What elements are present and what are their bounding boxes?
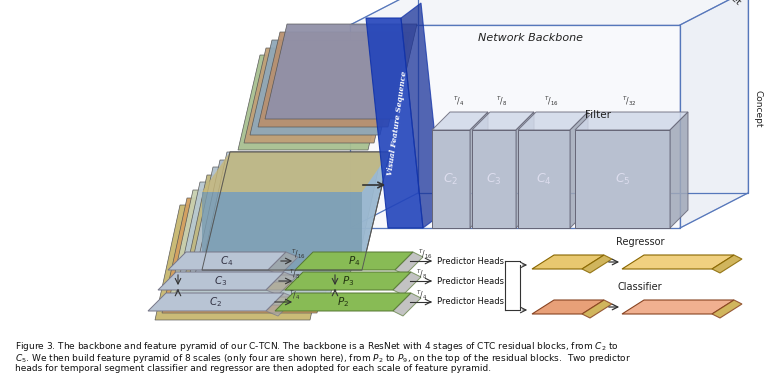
Polygon shape xyxy=(350,0,748,25)
Polygon shape xyxy=(168,190,348,305)
Polygon shape xyxy=(518,130,570,228)
Text: $^T/_{8}$: $^T/_{8}$ xyxy=(496,94,507,108)
Polygon shape xyxy=(238,55,390,150)
Text: $^T/_4$: $^T/_4$ xyxy=(416,288,427,302)
Text: $^T/_{16}$: $^T/_{16}$ xyxy=(418,247,433,261)
Polygon shape xyxy=(202,152,390,192)
Polygon shape xyxy=(432,112,488,130)
Polygon shape xyxy=(268,252,298,275)
Text: Snippet: Snippet xyxy=(710,0,742,7)
Polygon shape xyxy=(622,300,734,314)
Polygon shape xyxy=(570,112,588,228)
Polygon shape xyxy=(366,18,423,228)
Polygon shape xyxy=(266,293,296,316)
Text: Classifier: Classifier xyxy=(618,282,662,292)
Polygon shape xyxy=(432,130,470,228)
Polygon shape xyxy=(258,32,410,127)
Polygon shape xyxy=(393,293,421,316)
Text: $P_3$: $P_3$ xyxy=(342,274,354,288)
Text: Concept: Concept xyxy=(754,90,762,128)
Text: $P_2$: $P_2$ xyxy=(337,295,349,309)
Polygon shape xyxy=(202,152,382,267)
Text: $C_4$: $C_4$ xyxy=(221,254,234,268)
Polygon shape xyxy=(532,300,604,314)
Text: $C_3$: $C_3$ xyxy=(214,274,228,288)
Polygon shape xyxy=(582,255,612,273)
Text: Predictor Heads: Predictor Heads xyxy=(437,276,504,286)
Polygon shape xyxy=(582,300,612,318)
Polygon shape xyxy=(401,3,443,228)
Polygon shape xyxy=(295,252,413,270)
Text: Regressor: Regressor xyxy=(615,237,664,247)
Polygon shape xyxy=(244,48,396,143)
Polygon shape xyxy=(516,112,534,228)
Polygon shape xyxy=(265,24,417,119)
Polygon shape xyxy=(155,205,335,320)
Polygon shape xyxy=(472,130,516,228)
Text: $^T/_8$: $^T/_8$ xyxy=(289,267,300,281)
Polygon shape xyxy=(182,175,362,290)
Text: $C_2$: $C_2$ xyxy=(210,295,222,309)
Text: $^{T}/_{32}$: $^{T}/_{32}$ xyxy=(622,94,637,108)
Polygon shape xyxy=(712,255,742,273)
Polygon shape xyxy=(285,272,411,290)
Polygon shape xyxy=(202,152,390,270)
Polygon shape xyxy=(395,252,423,275)
Polygon shape xyxy=(195,160,375,275)
Text: Network Backbone: Network Backbone xyxy=(478,33,583,43)
Polygon shape xyxy=(670,112,688,228)
Text: $C_3$: $C_3$ xyxy=(486,171,502,187)
Polygon shape xyxy=(470,112,488,228)
Text: $^T/_4$: $^T/_4$ xyxy=(289,288,301,302)
Polygon shape xyxy=(175,182,355,297)
Text: $^T/_{16}$: $^T/_{16}$ xyxy=(291,247,306,261)
Polygon shape xyxy=(532,255,604,269)
Polygon shape xyxy=(622,255,734,269)
Text: $C_5$: $C_5$ xyxy=(615,171,630,187)
Polygon shape xyxy=(162,198,342,313)
Polygon shape xyxy=(158,272,284,290)
Polygon shape xyxy=(148,293,284,311)
Text: $C_4$: $C_4$ xyxy=(536,171,552,187)
Text: $P_4$: $P_4$ xyxy=(348,254,361,268)
Text: Predictor Heads: Predictor Heads xyxy=(437,298,504,307)
Text: Figure 3. The backbone and feature pyramid of our C-TCN. The backbone is a ResNe: Figure 3. The backbone and feature pyram… xyxy=(15,340,618,353)
Text: $^{T}/_{16}$: $^{T}/_{16}$ xyxy=(544,94,559,108)
Polygon shape xyxy=(250,40,402,135)
Polygon shape xyxy=(202,192,362,270)
Text: $^T/_{4}$: $^T/_{4}$ xyxy=(452,94,464,108)
Text: $C_5$. We then build feature pyramid of 8 scales (only four are shown here), fro: $C_5$. We then build feature pyramid of … xyxy=(15,352,631,365)
Text: heads for temporal segment classifier and regressor are then adopted for each sc: heads for temporal segment classifier an… xyxy=(15,364,491,373)
Polygon shape xyxy=(350,25,680,228)
Text: Filter: Filter xyxy=(585,110,611,120)
Polygon shape xyxy=(680,0,748,228)
Polygon shape xyxy=(518,112,588,130)
Polygon shape xyxy=(472,112,534,130)
Polygon shape xyxy=(575,112,688,130)
Polygon shape xyxy=(168,252,286,270)
Polygon shape xyxy=(275,293,411,311)
Text: $^T/_8$: $^T/_8$ xyxy=(416,267,427,281)
Polygon shape xyxy=(393,272,421,295)
Text: Predictor Heads: Predictor Heads xyxy=(437,257,504,265)
Text: Visual Feature Sequence: Visual Feature Sequence xyxy=(385,70,408,176)
Text: $C_2$: $C_2$ xyxy=(444,171,458,187)
Polygon shape xyxy=(188,167,368,282)
Polygon shape xyxy=(266,272,296,295)
Polygon shape xyxy=(575,130,670,228)
Polygon shape xyxy=(712,300,742,318)
